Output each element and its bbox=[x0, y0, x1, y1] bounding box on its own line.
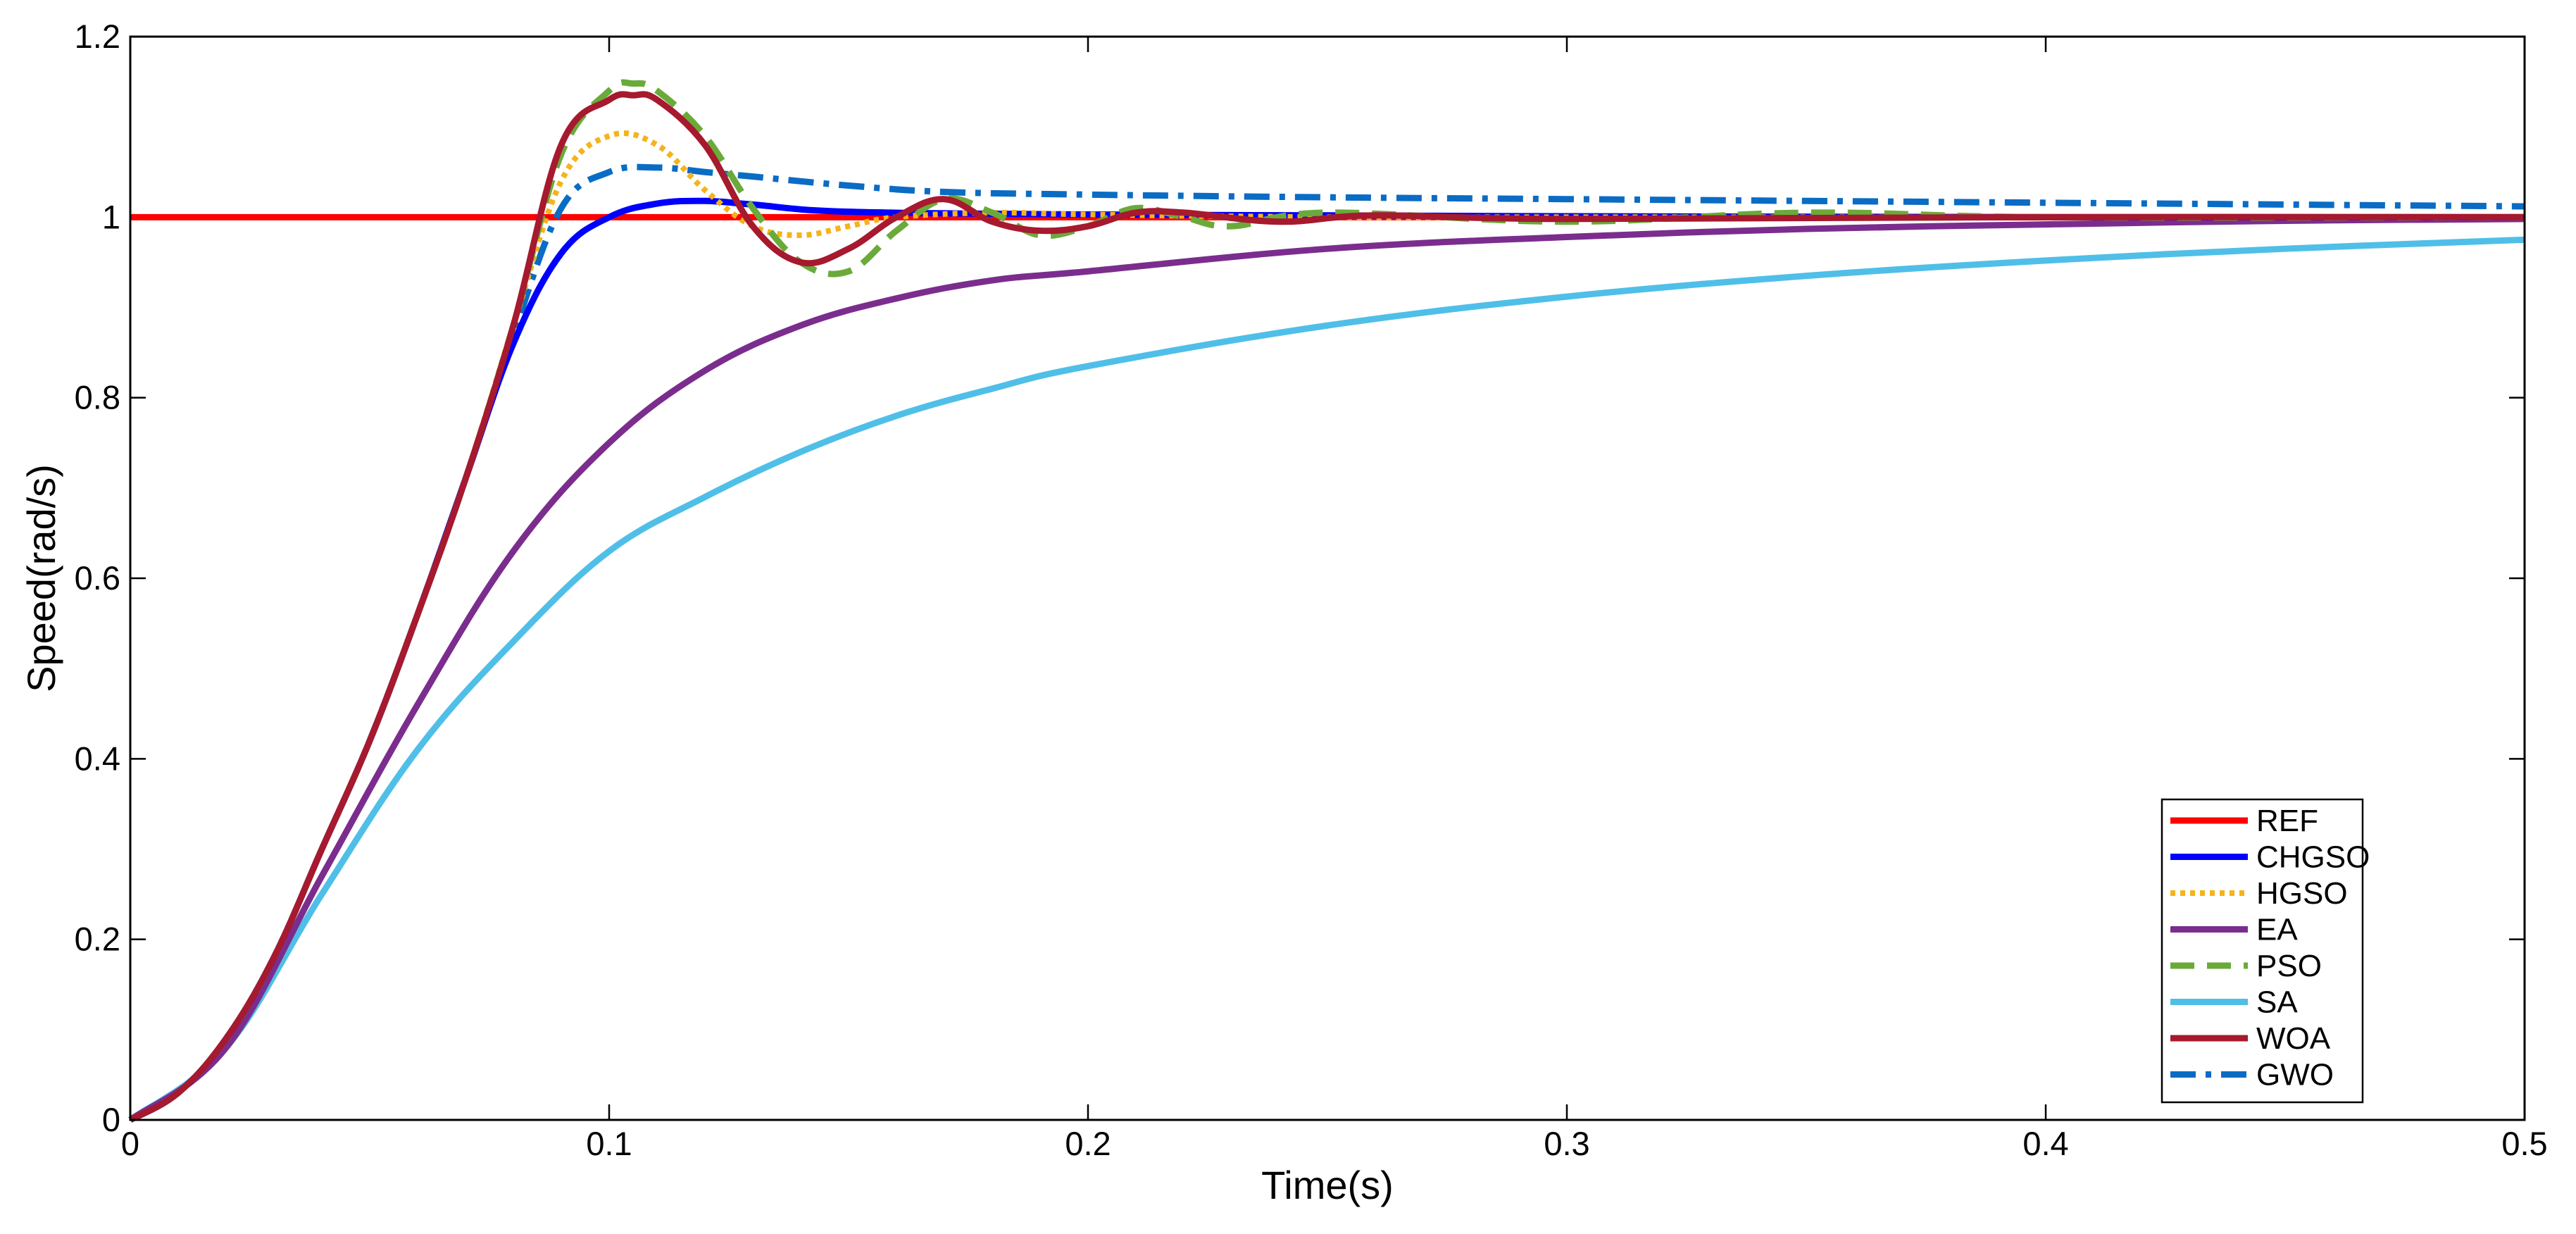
legend-label-pso: PSO bbox=[2256, 949, 2322, 983]
y-tick-label: 0.6 bbox=[75, 559, 120, 597]
y-tick-label: 1 bbox=[102, 198, 120, 235]
legend-label-ea: EA bbox=[2256, 913, 2298, 947]
y-tick-label: 0 bbox=[102, 1101, 120, 1138]
x-tick-label: 0.5 bbox=[2501, 1125, 2547, 1162]
legend-label-hgso: HGSO bbox=[2256, 876, 2348, 911]
legend-label-ref: REF bbox=[2256, 804, 2318, 838]
y-tick-label: 0.4 bbox=[75, 740, 120, 777]
x-tick-label: 0.1 bbox=[586, 1125, 632, 1162]
legend-label-chgso: CHGSO bbox=[2256, 840, 2370, 875]
legend-label-sa: SA bbox=[2256, 985, 2298, 1020]
legend-label-woa: WOA bbox=[2256, 1021, 2331, 1056]
legend-box bbox=[2161, 798, 2364, 1104]
y-axis-label: Speed(rad/s) bbox=[19, 464, 63, 692]
series-line-woa bbox=[128, 91, 2525, 1123]
plot-area-frame bbox=[129, 35, 2526, 1121]
y-tick-label: 1.2 bbox=[75, 18, 120, 55]
x-tick-label: 0.3 bbox=[1544, 1125, 1589, 1162]
series-line-sa bbox=[128, 236, 2525, 1123]
x-tick-label: 0.4 bbox=[2022, 1125, 2068, 1162]
tick-labels: 0 0.1 0.2 0.3 0.4 0.5 0 0.2 0.4 0.6 0.8 1 1.2 bbox=[75, 18, 2548, 1162]
y-tick-label: 0.8 bbox=[75, 379, 120, 416]
x-tick-label: 0 bbox=[121, 1125, 139, 1162]
legend-label-gwo: GWO bbox=[2256, 1058, 2334, 1092]
series-line-ea bbox=[128, 216, 2525, 1123]
x-tick-label: 0.2 bbox=[1065, 1125, 1111, 1162]
x-axis-label: Time(s) bbox=[1261, 1163, 1394, 1207]
y-tick-label: 0.2 bbox=[75, 921, 120, 958]
series-lines bbox=[128, 79, 2525, 1123]
